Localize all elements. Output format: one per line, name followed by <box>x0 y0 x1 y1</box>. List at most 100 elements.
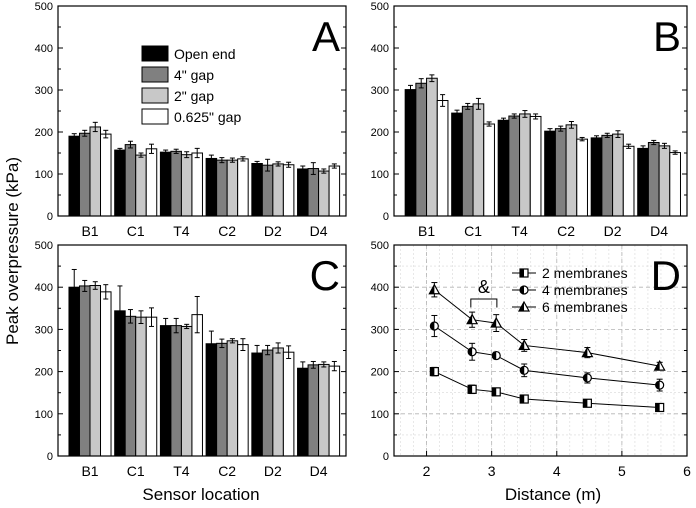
plot-frame <box>393 5 688 217</box>
bar-gap-2in-b1 <box>426 77 438 217</box>
bar-gap-0625in-d2 <box>282 351 295 457</box>
x-tick-label-b1: B1 <box>81 223 98 239</box>
x-tick-label-t4: T4 <box>511 223 528 239</box>
x-tick-label-d4: D4 <box>310 463 328 479</box>
bar-gap-0625in-d2 <box>282 164 295 217</box>
bar-gap-2in-d4 <box>318 363 330 457</box>
bar-gap-4in-c2 <box>216 342 228 457</box>
legend-marker-6-membranes-fill <box>519 302 524 311</box>
y-tick-label: 400 <box>35 282 53 294</box>
series-line-4-membranes <box>434 325 660 386</box>
bar-gap-0625in-b1 <box>100 291 112 457</box>
y-tick-label: 500 <box>371 1 389 13</box>
legend-swatch-open-end <box>141 45 169 62</box>
point-4-membranes-fill <box>583 373 588 382</box>
bar-gap-2in-b1 <box>89 126 102 217</box>
x-tick-label: 4 <box>553 463 561 479</box>
point-4-membranes-fill <box>430 322 435 331</box>
plot-frame <box>57 244 347 457</box>
legend-label-2-membranes: 2 membranes <box>542 265 628 281</box>
y-tick-label: 200 <box>35 367 53 379</box>
panel-label-a: A <box>312 13 340 60</box>
y-tick-label: 0 <box>383 211 389 223</box>
bar-gap-4in-d2 <box>601 134 614 217</box>
legend-label-gap-4in: 4" gap <box>174 67 214 83</box>
bar-gap-4in-d4 <box>647 142 660 217</box>
point-2-membranes-fill <box>520 395 525 404</box>
bar-open-end-d4 <box>297 168 309 217</box>
legend-swatch-gap-4in <box>141 66 169 83</box>
bar-gap-4in-d2 <box>261 164 274 217</box>
bar-gap-2in-c2 <box>565 124 578 217</box>
bar-open-end-c2 <box>205 343 218 457</box>
x-tick-label: 5 <box>618 463 626 479</box>
bar-gap-4in-d4 <box>307 364 320 457</box>
x-tick-label-b1: B1 <box>81 463 98 479</box>
y-tick-label: 500 <box>35 240 53 252</box>
bar-gap-0625in-d4 <box>328 165 341 217</box>
bar-gap-2in-d2 <box>272 163 284 217</box>
panel-label-d: D <box>651 252 681 299</box>
bar-open-end-c2 <box>544 130 556 217</box>
bar-gap-2in-b1 <box>89 285 102 457</box>
x-axis-title-distance: Distance (m) <box>505 485 601 504</box>
point-2-membranes-fill <box>430 367 435 376</box>
bar-gap-4in-c1 <box>461 105 474 217</box>
x-tick-label-d4: D4 <box>310 223 328 239</box>
legend-label-gap-2in: 2" gap <box>174 88 214 104</box>
point-6-membranes-fill <box>582 347 588 357</box>
x-tick-label-d2: D2 <box>264 463 282 479</box>
bar-gap-0625in-c2 <box>576 138 588 217</box>
bar-gap-4in-d4 <box>307 168 320 217</box>
bar-open-end-b1 <box>68 135 80 217</box>
bar-open-end-b1 <box>68 286 80 457</box>
bar-gap-2in-d4 <box>658 145 671 217</box>
bar-open-end-d4 <box>637 147 649 217</box>
bar-gap-4in-b1 <box>415 82 428 217</box>
panel-label-c: C <box>310 252 340 299</box>
y-tick-label: 300 <box>371 324 389 336</box>
y-tick-label: 200 <box>371 367 389 379</box>
bar-gap-4in-b1 <box>78 285 91 457</box>
x-tick-label-c2: C2 <box>218 463 236 479</box>
bar-gap-4in-c1 <box>124 315 137 457</box>
y-tick-label: 100 <box>35 169 53 181</box>
y-tick-label: 100 <box>35 409 53 421</box>
bar-gap-0625in-b1 <box>436 100 449 217</box>
bar-open-end-d4 <box>297 367 309 457</box>
point-4-membranes-fill <box>520 366 525 375</box>
point-2-membranes-fill <box>468 385 473 394</box>
bar-gap-2in-t4 <box>180 154 193 217</box>
bar-open-end-d2 <box>590 137 603 217</box>
bar-gap-0625in-t4 <box>191 152 203 217</box>
legend-marker-2-membranes-fill <box>520 269 524 277</box>
bar-gap-2in-c2 <box>226 340 239 457</box>
bar-gap-0625in-c2 <box>237 158 249 217</box>
series-line-2-membranes <box>434 371 660 408</box>
bar-gap-0625in-d4 <box>328 365 341 457</box>
bar-gap-0625in-c1 <box>145 148 158 217</box>
bar-open-end-c2 <box>205 157 218 217</box>
bar-gap-0625in-c2 <box>237 344 249 457</box>
y-tick-label: 400 <box>371 43 389 55</box>
bar-gap-0625in-t4 <box>191 314 203 457</box>
bar-open-end-t4 <box>159 325 172 457</box>
panel-a-bar-chart: 0 100 200 300 400 500 B1 C1 T4 C2 D2 D4 A Open end 4" … <box>35 1 347 239</box>
point-4-membranes-fill <box>655 381 660 390</box>
bar-open-end-d2 <box>251 163 263 217</box>
y-tick-label: 200 <box>35 127 53 139</box>
legend-label-open-end: Open end <box>174 46 236 62</box>
panel-c-bar-chart: 0 100 200 300 400 500 B1 C1 T4 C2 D2 D4 C <box>35 240 347 479</box>
series-line-6-membranes <box>434 289 660 367</box>
significance-bracket <box>470 298 498 308</box>
y-tick-label: 300 <box>35 85 53 97</box>
point-2-membranes-fill <box>492 387 497 396</box>
bar-gap-4in-t4 <box>508 115 521 217</box>
y-tick-label: 100 <box>371 169 389 181</box>
x-tick-label-c1: C1 <box>127 223 145 239</box>
bar-gap-0625in-b1 <box>100 133 112 217</box>
legend-label-4-membranes: 4 membranes <box>542 282 628 298</box>
bar-gap-0625in-c1 <box>483 123 495 217</box>
legend-label-gap-0625in: 0.625" gap <box>174 109 241 125</box>
